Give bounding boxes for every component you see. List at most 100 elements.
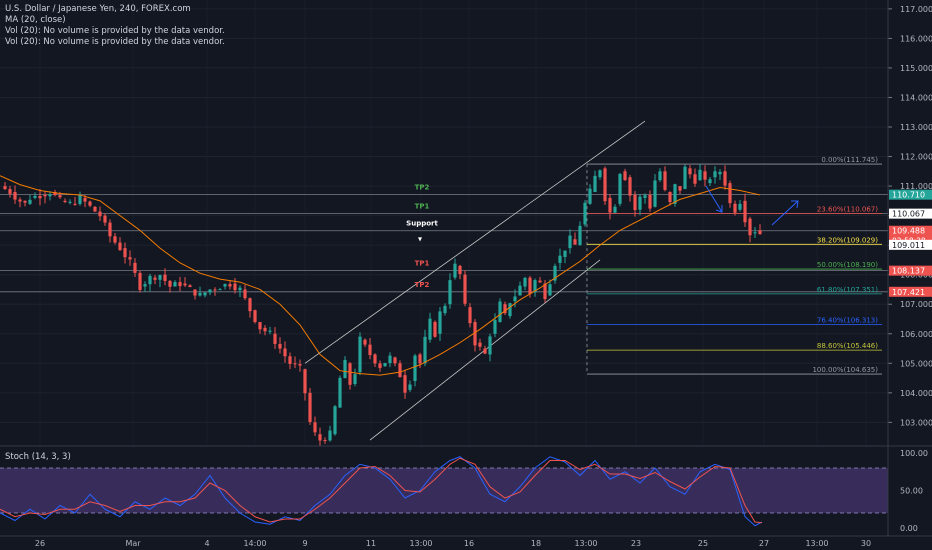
candle-up (408, 384, 412, 390)
candle-down (168, 280, 172, 287)
candle-up (598, 170, 602, 178)
price-badge (889, 239, 932, 250)
candle-down (283, 348, 287, 357)
y-tick-label: 111.000 (900, 182, 932, 191)
price-badge (889, 265, 932, 276)
candle-down (403, 375, 407, 393)
price-badge (889, 208, 932, 219)
x-tick-label: 14:00 (243, 539, 266, 548)
candle-down (138, 272, 142, 291)
annotations: TP2 TP1 Support TP1 TP2 ▾ (406, 184, 799, 289)
candle-down (433, 321, 437, 337)
price-badge (889, 286, 932, 297)
candle-down (73, 203, 77, 205)
y-tick-label: 116.000 (900, 34, 932, 43)
fib-level-label: 76.40%(106.313) (817, 317, 878, 325)
candle-up (353, 374, 357, 384)
stoch-y-label: 0.00 (900, 524, 918, 533)
fib-level-label: 23.60%(110.067) (817, 206, 878, 214)
candle-up (383, 363, 387, 367)
x-tick-label: 30 (861, 539, 871, 548)
candle-down (128, 257, 132, 260)
candle-up (328, 430, 332, 441)
candle-up (708, 179, 712, 184)
candle-up (513, 296, 517, 302)
candle-up (218, 289, 222, 291)
fib-level-label: 0.00%(111.745) (821, 156, 878, 164)
candle-down (8, 189, 12, 194)
stoch-d-line (0, 457, 763, 524)
candle-down (303, 369, 307, 394)
candle-down (58, 195, 62, 198)
candle-down (398, 363, 402, 378)
candle-down (288, 356, 292, 364)
candle-down (263, 327, 267, 332)
x-tick-label: 18 (531, 539, 541, 548)
candle-up (738, 203, 742, 210)
candle-down (98, 211, 102, 217)
candle-down (688, 168, 692, 175)
candle-down (103, 215, 107, 223)
vol-legend-1: Vol (20): No volume is provided by the d… (5, 26, 225, 36)
candle-up (333, 406, 337, 435)
level-label: Support (406, 220, 438, 228)
candle-up (508, 303, 512, 317)
candle-up (358, 336, 362, 373)
candle-down (648, 194, 652, 209)
fib-level-label: 61.80%(107.351) (817, 286, 878, 294)
candle-down (228, 284, 232, 287)
symbol-title: U.S. Dollar / Japanese Yen, 240, FOREX.c… (5, 4, 191, 14)
y-tick-label: 115.000 (900, 64, 932, 73)
level-label: TP1 (415, 260, 430, 268)
candle-down (273, 333, 277, 344)
candle-down (298, 364, 302, 366)
stoch-y-label: 50.00 (900, 487, 923, 496)
candle-down (38, 195, 42, 199)
candle-up (498, 301, 502, 322)
stoch-y-label: 100.00 (900, 449, 928, 458)
x-tick-label: 9 (302, 539, 307, 548)
moving-average (0, 175, 761, 376)
candle-down (758, 230, 762, 235)
candle-up (198, 292, 202, 296)
candle-up (453, 263, 457, 278)
x-tick-label: 27 (759, 539, 769, 548)
candle-up (638, 196, 642, 210)
price-badge (889, 189, 932, 200)
ma-line (0, 175, 761, 376)
candle-up (143, 284, 147, 287)
candle-down (733, 203, 737, 213)
candle-down (663, 171, 667, 190)
candle-down (63, 200, 67, 202)
candle-down (363, 339, 367, 345)
stoch-k-line (0, 456, 763, 527)
candle-down (53, 191, 57, 196)
candle-down (368, 344, 372, 356)
x-tick-label: 4 (204, 539, 209, 548)
candle-up (593, 175, 597, 192)
candle-up (553, 265, 557, 281)
candle-down (603, 168, 607, 202)
forecast-arrowhead (715, 205, 723, 213)
candle-up (658, 171, 662, 181)
candle-up (443, 305, 447, 314)
candle-up (713, 171, 717, 178)
x-tick-label: 11 (366, 539, 376, 548)
candle-up (268, 330, 272, 332)
x-tick-label: 13:00 (805, 539, 828, 548)
y-tick-label: 103.000 (900, 418, 932, 427)
fib-level-label: 50.00%(108.190) (817, 261, 878, 269)
candle-up (673, 184, 677, 204)
candle-up (523, 277, 527, 287)
candle-up (698, 169, 702, 181)
candle-down (18, 199, 22, 202)
candle-down (703, 171, 707, 180)
candle-up (423, 336, 427, 364)
candle-down (728, 183, 732, 204)
stoch-legend: Stoch (14, 3, 3) (5, 452, 71, 462)
candle-down (258, 322, 262, 330)
candle-up (558, 255, 562, 263)
candle-down (743, 200, 747, 223)
vol-legend-2: Vol (20): No volume is provided by the d… (5, 37, 225, 47)
